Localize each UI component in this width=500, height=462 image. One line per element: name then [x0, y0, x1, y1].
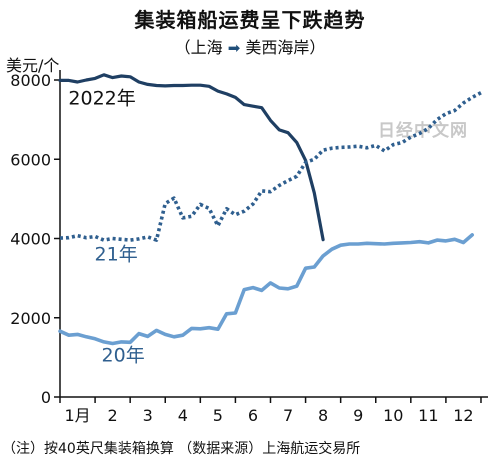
x-tick-label: 1月 — [64, 406, 90, 425]
subtitle-destination: 美西海岸） — [245, 38, 326, 57]
series-line-0 — [58, 73, 325, 242]
x-tick-label: 10 — [383, 406, 403, 425]
x-tick-label: 11 — [418, 406, 438, 425]
y-tick-label: 6000 — [10, 150, 51, 169]
y-axis-unit-label: 美元/个 — [6, 56, 60, 75]
x-tick-label: 2 — [108, 406, 118, 425]
subtitle-origin: （上海 — [174, 38, 223, 57]
y-tick-label: 0 — [41, 388, 51, 407]
chart-series — [58, 73, 482, 346]
y-tick-label: 2000 — [10, 309, 51, 328]
x-tick-label: 12 — [453, 406, 473, 425]
series-line-2 — [58, 233, 474, 346]
chart-subtitle: （上海 ➡ 美西海岸） — [0, 34, 500, 58]
series-label-0: 2022年 — [68, 88, 135, 110]
y-tick-label: 8000 — [10, 71, 51, 90]
x-tick-label: 5 — [213, 406, 223, 425]
x-tick-label: 4 — [178, 406, 188, 425]
footnote: （注）按40英尺集装箱换算 （数据来源）上海航运交易所 — [2, 441, 361, 457]
x-tick-label: 3 — [143, 406, 153, 425]
x-tick-label: 6 — [248, 406, 258, 425]
watermark: 日经中文网 — [378, 121, 468, 141]
series-label-2: 20年 — [102, 344, 145, 366]
x-tick-label: 8 — [318, 406, 328, 425]
route-arrow-icon: ➡ — [227, 39, 241, 57]
chart-axes: 0 2000 4000 6000 8000 1月 2 3 4 5 6 7 8 9 10 11 12 — [10, 70, 488, 425]
series-line-1 — [59, 91, 482, 242]
series-label-1: 21年 — [95, 243, 138, 265]
chart-series-labels: 2022年 21年 20年 — [68, 88, 144, 367]
y-tick-label: 4000 — [10, 230, 51, 249]
chart-title: 集装箱船运费呈下跌趋势 — [134, 8, 366, 32]
x-tick-label: 7 — [283, 406, 293, 425]
x-tick-label: 9 — [353, 406, 363, 425]
